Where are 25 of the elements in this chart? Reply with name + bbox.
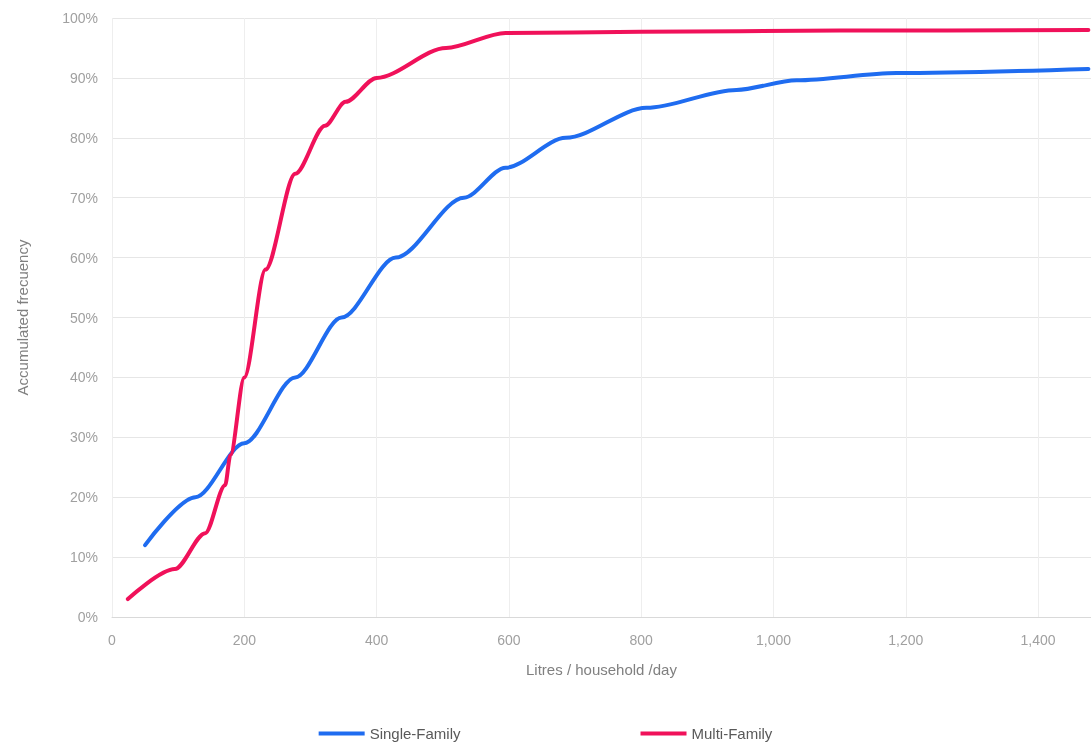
x-tick-label: 1,200 bbox=[888, 632, 924, 648]
x-tick-label: 0 bbox=[108, 632, 117, 648]
legend-label: Multi-Family bbox=[691, 725, 773, 742]
legend-label: Single-Family bbox=[369, 725, 462, 742]
y-tick-label: 10% bbox=[69, 549, 98, 566]
y-tick-label: 90% bbox=[69, 69, 98, 86]
y-tick-label: 40% bbox=[69, 369, 98, 386]
y-tick-label: 60% bbox=[69, 249, 98, 266]
x-tick-label: 800 bbox=[629, 632, 654, 648]
y-tick-label: 0% bbox=[77, 609, 98, 625]
y-tick-label: 30% bbox=[69, 429, 98, 446]
x-axis-title: Litres / household /day bbox=[526, 661, 678, 678]
y-tick-label: 80% bbox=[69, 129, 98, 146]
x-tick-label: 1,400 bbox=[1020, 632, 1056, 648]
line-series bbox=[143, 66, 1091, 548]
y-tick-label: 50% bbox=[69, 309, 98, 326]
y-axis-title: Accumulated frecuency bbox=[14, 239, 31, 396]
x-tick-label: 600 bbox=[497, 632, 521, 648]
y-tick-label: 70% bbox=[69, 189, 98, 206]
x-tick-label: 1,000 bbox=[755, 632, 792, 648]
y-tick-label: 100% bbox=[62, 10, 98, 26]
line-series bbox=[125, 27, 1091, 602]
x-tick-label: 400 bbox=[364, 632, 389, 648]
y-tick-label: 20% bbox=[69, 489, 98, 506]
x-tick-label: 200 bbox=[232, 632, 257, 648]
